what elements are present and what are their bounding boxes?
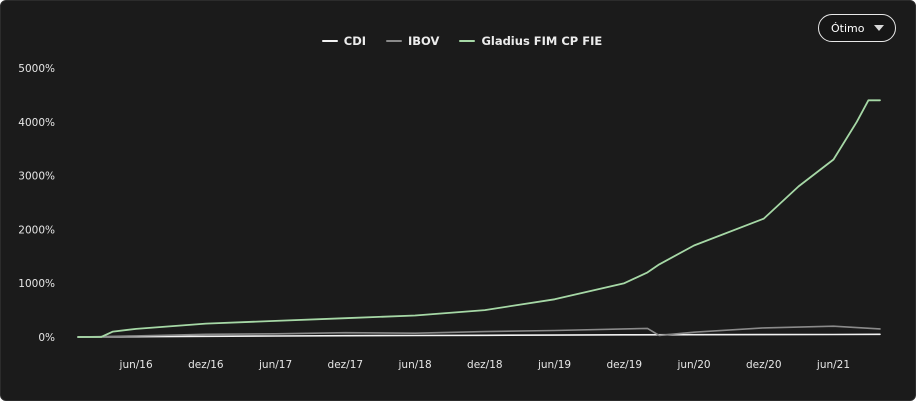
x-tick-label: jun/17 [258, 359, 292, 371]
legend-label-ibov: IBOV [408, 34, 440, 48]
chart-legend: CDI IBOV Gladius FIM CP FIE [0, 33, 916, 49]
series-line-cdi [77, 333, 881, 338]
series-line-ibov [77, 325, 881, 338]
legend-swatch-ibov [386, 40, 403, 42]
y-tick-label: 2000% [18, 224, 55, 236]
x-tick-label: dez/20 [746, 359, 782, 371]
x-tick-label: jun/20 [676, 359, 710, 371]
y-tick-label: 0% [38, 332, 55, 344]
chevron-down-icon [874, 25, 884, 31]
legend-item-gladius[interactable]: Gladius FIM CP FIE [459, 33, 602, 49]
legend-item-ibov[interactable]: IBOV [386, 33, 439, 49]
range-selector-dropdown[interactable]: Ótimo [818, 14, 896, 42]
legend-swatch-gladius [459, 40, 476, 42]
legend-label-gladius: Gladius FIM CP FIE [481, 34, 603, 48]
y-axis: 0% 1000% 2000% 3000% 4000% 5000% [18, 63, 55, 344]
x-tick-label: dez/18 [467, 359, 503, 371]
x-tick-label: jun/18 [398, 359, 432, 371]
x-tick-label: dez/19 [607, 359, 643, 371]
series-layer [77, 99, 881, 338]
y-tick-label: 5000% [18, 63, 55, 75]
range-selector-value: Ótimo [831, 21, 865, 35]
x-tick-label: dez/16 [188, 359, 224, 371]
x-axis: jun/16 dez/16 jun/17 dez/17 jun/18 dez/18 jun/… [119, 359, 851, 371]
series-line-gladius-fim-cp-fie [77, 99, 881, 338]
x-tick-label: dez/17 [328, 359, 364, 371]
y-tick-label: 4000% [18, 117, 55, 129]
legend-label-cdi: CDI [343, 34, 367, 48]
x-tick-label: jun/21 [816, 359, 850, 371]
y-tick-label: 1000% [18, 278, 55, 290]
x-tick-label: jun/16 [119, 359, 153, 371]
legend-swatch-cdi [321, 40, 338, 42]
x-tick-label: jun/19 [537, 359, 571, 371]
y-tick-label: 3000% [18, 171, 55, 183]
legend-item-cdi[interactable]: CDI [321, 33, 367, 49]
